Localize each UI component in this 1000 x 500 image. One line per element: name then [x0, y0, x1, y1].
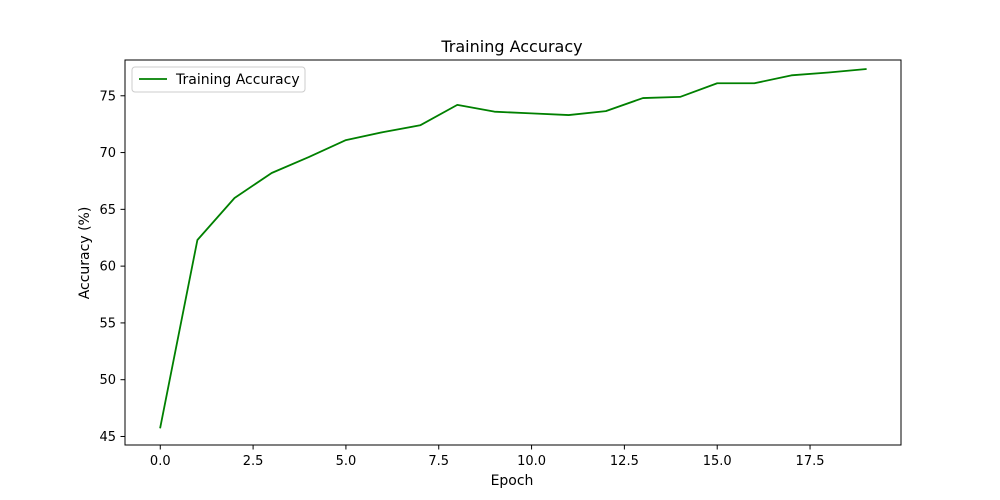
y-tick-label: 60	[99, 260, 116, 275]
y-axis-label: Accuracy (%)	[77, 207, 93, 300]
x-axis-ticks: 0.0 2.5 5.0 7.5 10.0 12.5 15.0 17.5	[150, 445, 825, 469]
legend: Training Accuracy	[131, 66, 306, 93]
y-tick-label: 70	[99, 146, 116, 161]
x-tick-label: 0.0	[150, 454, 171, 469]
legend-box	[131, 66, 306, 93]
plot-frame	[124, 59, 902, 446]
y-tick-label: 50	[99, 373, 116, 388]
x-tick-label: 2.5	[243, 454, 264, 469]
legend-label: Training Accuracy	[175, 72, 300, 88]
x-axis-label: Epoch	[491, 473, 534, 489]
x-tick-label: 5.0	[336, 454, 357, 469]
x-tick-label: 12.5	[610, 454, 639, 469]
x-tick-label: 15.0	[703, 454, 732, 469]
x-tick-label: 17.5	[796, 454, 825, 469]
y-tick-label: 75	[99, 89, 116, 104]
y-axis-ticks: 45 50 55 60 65 70 75	[99, 89, 125, 445]
series-line-training-accuracy	[159, 68, 867, 429]
y-tick-label: 55	[99, 316, 116, 331]
x-tick-label: 7.5	[428, 454, 449, 469]
chart-title: Training Accuracy	[440, 37, 582, 56]
y-tick-label: 45	[99, 430, 116, 445]
series-layer	[159, 68, 867, 429]
x-tick-label: 10.0	[517, 454, 546, 469]
y-tick-label: 65	[99, 203, 116, 218]
